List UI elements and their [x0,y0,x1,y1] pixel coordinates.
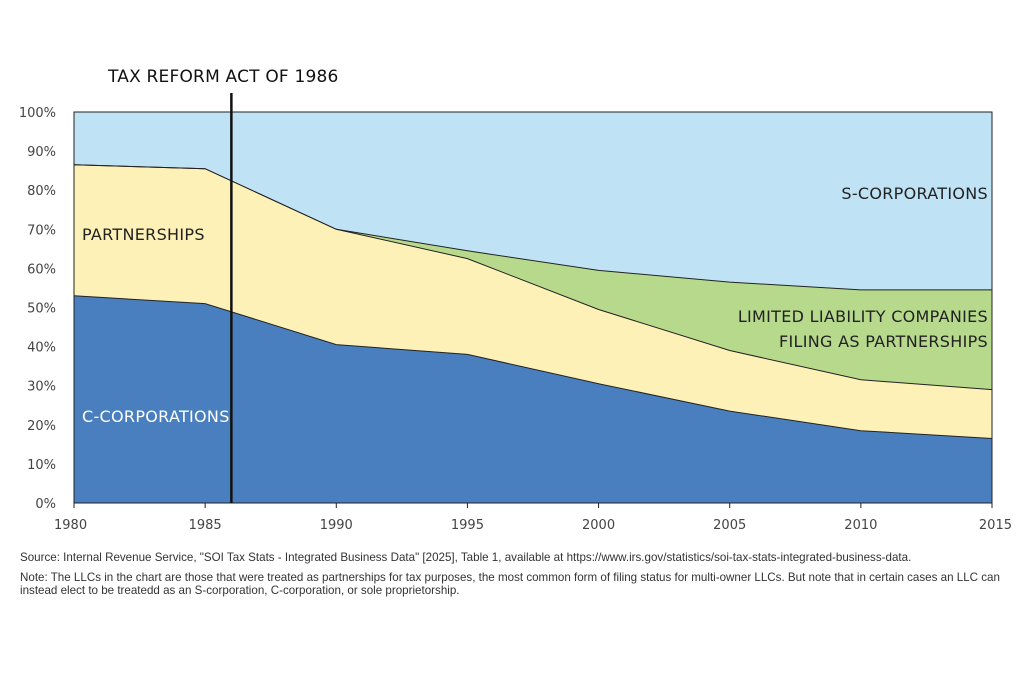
x-axis-ticks: 1980 1985 1990 1995 2000 2005 2010 2015 [54,503,1012,533]
y-tick-label: 20% [27,419,56,434]
y-tick-label: 10% [27,458,56,473]
boundary-line [73,164,992,291]
area-partnerships [74,164,992,439]
label-partnerships: PARTNERSHIPS [82,225,205,244]
y-tick-label: 90% [27,145,56,160]
area-limited-liability-companies-filing-as-partnerships [74,164,992,390]
x-tick-label: 2000 [582,518,615,533]
y-tick-label: 80% [27,184,56,199]
x-tick-label: 1985 [189,518,222,533]
area-c-corporations [74,295,992,503]
area-s-corporations [74,112,992,290]
y-axis-ticks: 0% 10% 20% 30% 40% 50% 60% 70% 80% 90% 100% [19,106,56,512]
area-labels: C-CORPORATIONS PARTNERSHIPS LIMITED LIABIL… [82,184,988,426]
x-tick-label: 1990 [320,518,353,533]
y-tick-label: 70% [27,223,56,238]
boundary-line [73,295,993,439]
x-tick-label: 1995 [451,518,484,533]
label-limited-liability-companies-filing-as-partnerships: LIMITED LIABILITY COMPANIES [738,307,988,326]
y-tick-label: 100% [19,106,56,121]
llc-note: Note: The LLCs in the chart are those th… [20,571,1000,597]
y-tick-label: 60% [27,262,56,277]
tax-reform-1986-label: TAX REFORM ACT OF 1986 [107,67,339,87]
area-layers [74,112,992,503]
y-tick-label: 0% [35,497,56,512]
x-tick-label: 1980 [54,518,87,533]
chart-notes: Source: Internal Revenue Service, "SOI T… [20,551,1005,604]
x-tick-label: 2015 [979,518,1012,533]
label-c-corporations: C-CORPORATIONS [82,407,230,426]
label-limited-liability-companies-filing-as-partnerships: FILING AS PARTNERSHIPS [779,332,988,351]
y-tick-label: 50% [27,302,56,317]
source-note: Source: Internal Revenue Service, "SOI T… [20,551,912,564]
label-s-corporations: S-CORPORATIONS [841,184,988,203]
x-tick-label: 2010 [844,518,877,533]
stacked-area-chart: 0%10%20%30%40%50%60%70%80%90%100% 1980 19… [19,67,1012,533]
x-tick-label: 2005 [713,518,746,533]
plot-frame [73,111,993,504]
y-tick-label: 30% [27,380,56,395]
area-boundaries [73,164,993,439]
y-tick-label: 40% [27,341,56,356]
